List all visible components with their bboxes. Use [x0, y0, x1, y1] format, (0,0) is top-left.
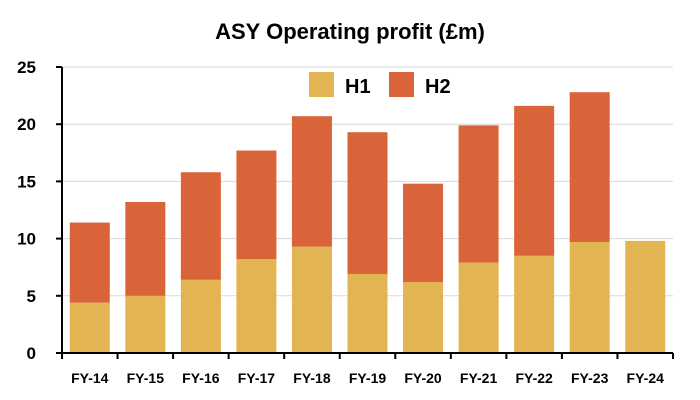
y-tick-label: 5: [27, 287, 36, 306]
legend: H1 H2: [309, 72, 451, 98]
bar-h1-fy-16: [180, 279, 221, 353]
x-tick-label: FY-16: [182, 370, 220, 386]
bar-h1-fy-21: [458, 262, 499, 353]
bar-h2-fy-18: [291, 116, 332, 247]
y-tick-label: 20: [17, 115, 36, 134]
axes: 0 5 10 15 20 25 FY-14 FY-15 FY-16 FY-17 FY-18 FY-19…: [17, 58, 674, 386]
legend-swatch-h1: [309, 72, 334, 97]
legend-label-h2: H2: [425, 76, 451, 98]
bar-h1-fy-18: [291, 246, 332, 353]
bar-h1-fy-15: [125, 295, 166, 353]
y-tick-label: 15: [17, 172, 36, 191]
legend-label-h1: H1: [345, 76, 371, 98]
x-tick-label: FY-21: [460, 370, 498, 386]
x-tick-label: FY-20: [404, 370, 442, 386]
y-tick-label: 0: [27, 344, 36, 363]
bar-h2-fy-16: [180, 172, 221, 280]
bar-h1-fy-23: [569, 242, 610, 353]
bar-h2-fy-20: [403, 183, 444, 283]
bar-h2-fy-23: [569, 92, 610, 243]
bar-h2-fy-14: [69, 222, 110, 303]
x-tick-label: FY-15: [127, 370, 165, 386]
x-tick-label: FY-24: [627, 370, 665, 386]
bar-h1-fy-24: [625, 240, 666, 353]
y-tick-label: 25: [17, 58, 36, 77]
bars: [69, 92, 666, 353]
bar-h2-fy-15: [125, 201, 166, 296]
x-tick-label: FY-14: [71, 370, 109, 386]
bar-h1-fy-14: [69, 302, 110, 353]
y-tick-label: 10: [17, 230, 36, 249]
chart-title: ASY Operating profit (£m): [215, 19, 485, 44]
bar-h1-fy-19: [347, 274, 388, 353]
bar-h2-fy-19: [347, 132, 388, 275]
x-tick-label: FY-19: [349, 370, 387, 386]
bar-h1-fy-22: [514, 255, 555, 353]
bar-h2-fy-21: [458, 125, 499, 263]
x-tick-label: FY-17: [238, 370, 276, 386]
legend-swatch-h2: [389, 72, 414, 97]
bar-h2-fy-17: [236, 150, 277, 260]
x-tick-label: FY-22: [515, 370, 553, 386]
bar-h1-fy-17: [236, 259, 277, 353]
x-tick-label: FY-18: [293, 370, 331, 386]
x-tick-label: FY-23: [571, 370, 609, 386]
bar-h1-fy-20: [403, 282, 444, 353]
bar-h2-fy-22: [514, 105, 555, 256]
